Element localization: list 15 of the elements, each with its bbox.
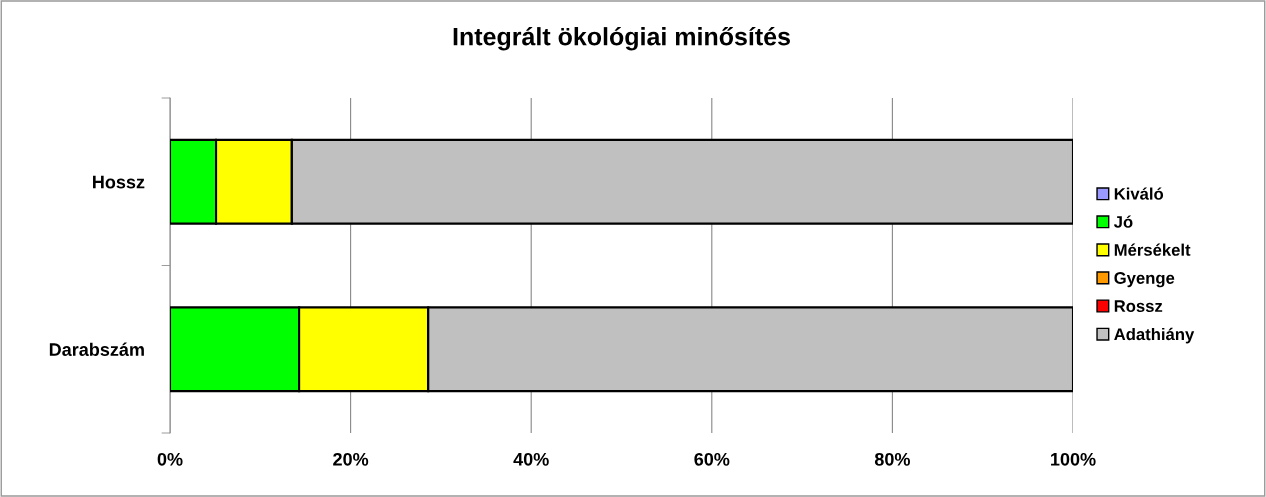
legend-label: Kiváló bbox=[1114, 187, 1164, 200]
x-tick-label: 0% bbox=[157, 452, 183, 466]
legend-label: Mérsékelt bbox=[1114, 243, 1191, 256]
legend-label: Rossz bbox=[1114, 300, 1163, 312]
y-tick-label: Hossz bbox=[93, 175, 145, 189]
x-tick-label: 100% bbox=[1051, 452, 1096, 466]
x-tick-label: 40% bbox=[513, 452, 549, 466]
legend-label: Adathiány bbox=[1114, 327, 1195, 344]
x-tick-label: 60% bbox=[694, 452, 730, 466]
legend-label: Gyenge bbox=[1114, 272, 1175, 288]
x-tick-label: 20% bbox=[333, 452, 369, 466]
x-tick-label: 80% bbox=[874, 452, 910, 466]
legend-label: Jó bbox=[1113, 215, 1133, 228]
chart-title: Integrált ökológiai minősítés bbox=[453, 26, 790, 51]
y-tick-label: Darabszám bbox=[49, 342, 144, 356]
